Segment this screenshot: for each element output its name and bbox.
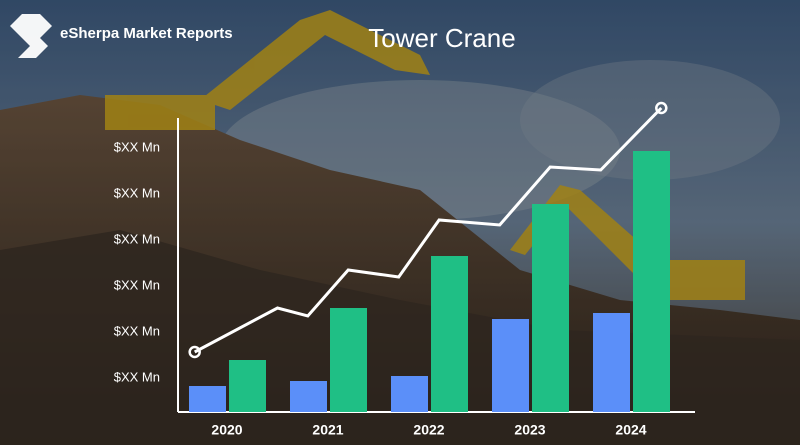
x-tick-label: 2024 bbox=[615, 422, 646, 438]
y-tick-label: $XX Mn bbox=[114, 231, 160, 246]
y-tick-label: $XX Mn bbox=[114, 277, 160, 292]
brand: eSherpa Market Reports bbox=[60, 25, 233, 42]
x-tick-label: 2020 bbox=[211, 422, 242, 438]
x-tick-label: 2022 bbox=[413, 422, 444, 438]
bar bbox=[189, 386, 226, 412]
bar bbox=[391, 376, 428, 412]
bar bbox=[532, 204, 569, 412]
y-tick-label: $XX Mn bbox=[114, 369, 160, 384]
trend-line bbox=[193, 106, 663, 354]
bar bbox=[330, 308, 367, 412]
bar bbox=[593, 313, 630, 412]
bar bbox=[290, 381, 327, 412]
bar bbox=[633, 151, 670, 412]
y-tick-label: $XX Mn bbox=[114, 323, 160, 338]
x-tick-label: 2023 bbox=[514, 422, 545, 438]
line-end-marker bbox=[188, 345, 201, 359]
y-tick-label: $XX Mn bbox=[114, 185, 160, 200]
bar bbox=[229, 360, 266, 412]
bar bbox=[431, 256, 468, 412]
bar bbox=[492, 319, 529, 412]
x-tick-label: 2021 bbox=[312, 422, 343, 438]
logo: eSherpa Market Reports bbox=[10, 14, 233, 58]
line-end-marker bbox=[655, 101, 668, 115]
chart-title: Tower Crane bbox=[368, 23, 515, 53]
y-tick-label: $XX Mn bbox=[114, 139, 160, 154]
